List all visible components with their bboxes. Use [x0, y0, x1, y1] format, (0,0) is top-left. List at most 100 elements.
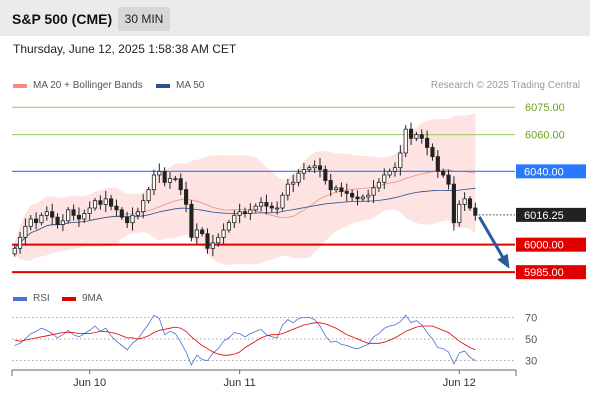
candle-body	[291, 181, 296, 185]
legend-ma20-label: MA 20 + Bollinger Bands	[33, 80, 143, 91]
ma20-swatch	[13, 83, 27, 88]
rsi-level-label-0: 70	[525, 312, 537, 324]
legend-ma50: MA 50	[156, 80, 204, 91]
candle-body	[157, 170, 162, 176]
candles	[12, 122, 478, 257]
candle-body	[301, 169, 306, 174]
candle-body	[71, 209, 76, 216]
candle-body	[333, 187, 339, 191]
candle-body	[307, 167, 312, 170]
last-price-label: 6016.25	[524, 210, 564, 222]
legend-ma50-label: MA 50	[176, 80, 205, 91]
candle-body	[226, 222, 231, 231]
candle-body	[173, 178, 178, 181]
candle-body	[264, 202, 269, 207]
candle-body	[28, 218, 33, 227]
legend-9ma: 9MA	[62, 293, 103, 304]
bollinger-band	[14, 113, 476, 265]
candle-body	[221, 229, 226, 238]
level-label-2: 6040.00	[524, 166, 564, 178]
level-badge-2	[516, 164, 586, 179]
rsi-level-label-2: 30	[525, 356, 537, 368]
candle-body	[446, 174, 451, 185]
candle-body	[441, 170, 446, 176]
candle-body	[146, 189, 151, 202]
candle-body	[355, 196, 360, 200]
candle-body	[269, 205, 274, 209]
legend-ma20-bb: MA 20 + Bollinger Bands	[13, 80, 143, 91]
candle-body	[285, 183, 290, 196]
timeframe-badge[interactable]: 30 MIN	[118, 7, 170, 31]
candle-body	[248, 209, 253, 214]
level-label-4: 5985.00	[524, 267, 564, 279]
candle-body	[17, 236, 23, 249]
candle-body	[473, 207, 478, 216]
candle-body	[312, 165, 317, 169]
candle-body	[435, 156, 440, 172]
rsi-ma9-line	[14, 322, 476, 356]
candle-body	[178, 178, 183, 191]
candle-body	[44, 211, 49, 216]
instrument-title: S&P 500 (CME)	[12, 11, 113, 27]
candle-body	[39, 214, 44, 224]
candle-body	[344, 191, 349, 194]
candle-body	[98, 200, 103, 205]
candle-body	[462, 198, 467, 205]
candle-body	[210, 242, 215, 249]
level-label-3: 6000.00	[524, 240, 564, 252]
candle-body	[360, 196, 365, 200]
candle-body	[55, 216, 60, 225]
candle-body	[184, 189, 189, 205]
candle-body	[425, 137, 430, 148]
candle-body	[151, 174, 157, 191]
rsi-swatch	[13, 296, 27, 301]
rsi-panel: 70 50 30	[12, 312, 537, 368]
candle-body	[403, 128, 408, 154]
candle-body	[467, 198, 473, 209]
level-badge-3	[516, 237, 586, 252]
copyright-text: Research © 2025 Trading Central	[430, 80, 580, 91]
forecast-arrow-head	[497, 253, 510, 269]
candle-body	[125, 216, 130, 224]
candle-body	[109, 198, 114, 207]
level-lines: 6075.00 6060.00 6040.00 6000.00 5985.00	[12, 102, 586, 280]
ma50-swatch	[156, 83, 170, 88]
candle-body	[366, 194, 371, 198]
candle-body	[350, 192, 355, 198]
candle-body	[216, 236, 221, 244]
candle-body	[135, 211, 140, 216]
candle-body	[23, 225, 28, 238]
rsi-level-label-1: 50	[525, 334, 537, 346]
candle-body	[50, 211, 55, 218]
header-bar	[0, 0, 590, 36]
candle-body	[162, 170, 167, 183]
candle-body	[189, 203, 194, 238]
candle-body	[92, 200, 98, 209]
candle-body	[12, 247, 17, 255]
candle-body	[339, 187, 344, 192]
legend-rsi-label: RSI	[33, 293, 50, 304]
candle-body	[323, 169, 328, 181]
candle-body	[237, 211, 242, 216]
candle-body	[387, 170, 392, 176]
level-label-1: 6060.00	[525, 130, 565, 142]
candle-body	[408, 128, 414, 139]
candle-body	[60, 220, 65, 225]
candle-body	[398, 152, 403, 169]
candle-body	[451, 183, 456, 224]
candle-body	[280, 194, 285, 209]
ma9-swatch	[62, 296, 76, 301]
candle-body	[376, 181, 381, 189]
candle-body	[296, 172, 301, 183]
last-price-badge	[516, 207, 586, 222]
x-tick-label-1: Jun 11	[224, 377, 256, 389]
candle-body	[317, 165, 323, 170]
candle-body	[430, 147, 435, 158]
candle-body	[194, 229, 199, 238]
rsi-line	[14, 314, 476, 366]
candle-body	[419, 134, 424, 139]
candle-body	[242, 211, 248, 214]
candle-body	[34, 218, 39, 224]
level-badge-4	[516, 265, 586, 280]
